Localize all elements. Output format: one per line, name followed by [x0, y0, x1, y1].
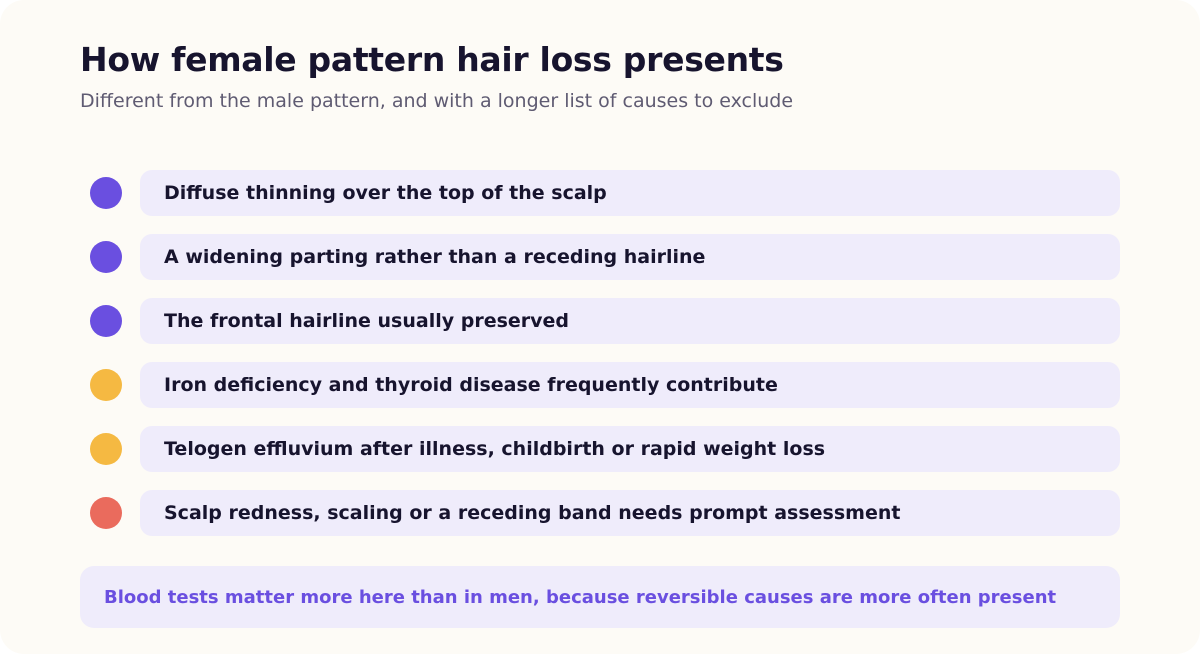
callout-box: Blood tests matter more here than in men…	[80, 566, 1120, 628]
list-item-text: Iron deficiency and thyroid disease freq…	[164, 374, 778, 396]
list-item-pill: Telogen effluvium after illness, childbi…	[140, 426, 1120, 472]
callout-text: Blood tests matter more here than in men…	[104, 586, 1057, 608]
page-subtitle: Different from the male pattern, and wit…	[80, 90, 794, 112]
bullet-dot-icon	[90, 177, 122, 209]
bullet-dot-icon	[90, 305, 122, 337]
bullet-dot-icon	[90, 241, 122, 273]
list-item-text: The frontal hairline usually preserved	[164, 310, 570, 332]
bullet-dot-icon	[90, 497, 122, 529]
bullet-dot-icon	[90, 369, 122, 401]
list-item: Diffuse thinning over the top of the sca…	[80, 170, 1120, 216]
list-item: A widening parting rather than a recedin…	[80, 234, 1120, 280]
list-item: The frontal hairline usually preserved	[80, 298, 1120, 344]
list-item-text: A widening parting rather than a recedin…	[164, 246, 706, 268]
list-item-pill: Scalp redness, scaling or a receding ban…	[140, 490, 1120, 536]
list-item-text: Scalp redness, scaling or a receding ban…	[164, 502, 901, 524]
list-item-pill: The frontal hairline usually preserved	[140, 298, 1120, 344]
presentation-list: Diffuse thinning over the top of the sca…	[80, 170, 1120, 554]
list-item: Telogen effluvium after illness, childbi…	[80, 426, 1120, 472]
list-item: Scalp redness, scaling or a receding ban…	[80, 490, 1120, 536]
list-item-text: Telogen effluvium after illness, childbi…	[164, 438, 826, 460]
list-item: Iron deficiency and thyroid disease freq…	[80, 362, 1120, 408]
list-item-pill: Diffuse thinning over the top of the sca…	[140, 170, 1120, 216]
list-item-text: Diffuse thinning over the top of the sca…	[164, 182, 607, 204]
list-item-pill: Iron deficiency and thyroid disease freq…	[140, 362, 1120, 408]
list-item-pill: A widening parting rather than a recedin…	[140, 234, 1120, 280]
bullet-dot-icon	[90, 433, 122, 465]
page-title: How female pattern hair loss presents	[80, 40, 784, 79]
